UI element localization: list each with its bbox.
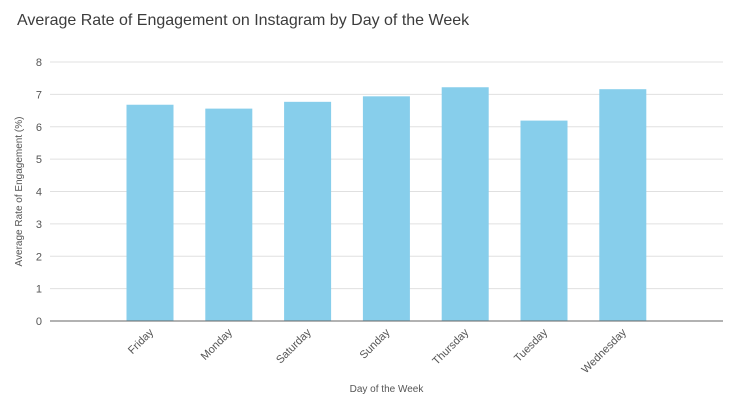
y-tick-label: 0 <box>36 316 42 328</box>
y-tick-label: 8 <box>36 57 42 69</box>
x-tick-label: Wednesday <box>580 326 630 376</box>
x-tick-label: Sunday <box>358 326 393 361</box>
x-axis-title: Day of the Week <box>350 384 425 395</box>
y-tick-label: 5 <box>36 154 42 166</box>
y-tick-label: 3 <box>36 219 42 231</box>
x-tick-label: Monday <box>199 326 236 363</box>
bars <box>126 87 647 322</box>
bar-friday <box>126 104 174 321</box>
x-tick-label: Thursday <box>430 326 471 367</box>
y-tick-label: 2 <box>36 251 42 263</box>
y-tick-label: 1 <box>36 284 42 296</box>
bar-wednesday <box>599 89 647 321</box>
bar-tuesday <box>520 120 568 321</box>
x-tick-label: Saturday <box>274 326 314 366</box>
chart-title: Average Rate of Engagement on Instagram … <box>17 12 470 29</box>
bar-sunday <box>362 96 410 321</box>
x-tick-label: Tuesday <box>512 326 550 364</box>
y-tick-label: 6 <box>36 122 42 134</box>
bar-thursday <box>441 87 489 321</box>
y-tick-label: 7 <box>36 89 42 101</box>
y-tick-label: 4 <box>36 187 42 199</box>
bar-saturday <box>284 101 332 321</box>
x-tick-label: Friday <box>126 326 156 356</box>
y-axis-title: Average Rate of Engagement (%) <box>14 117 25 267</box>
x-axis-ticks: Friday Monday Saturday Sunday Thursday Tuesda… <box>126 326 629 376</box>
bar-monday <box>205 108 253 322</box>
y-axis-ticks: 0 1 2 3 4 5 6 7 8 <box>36 57 42 328</box>
